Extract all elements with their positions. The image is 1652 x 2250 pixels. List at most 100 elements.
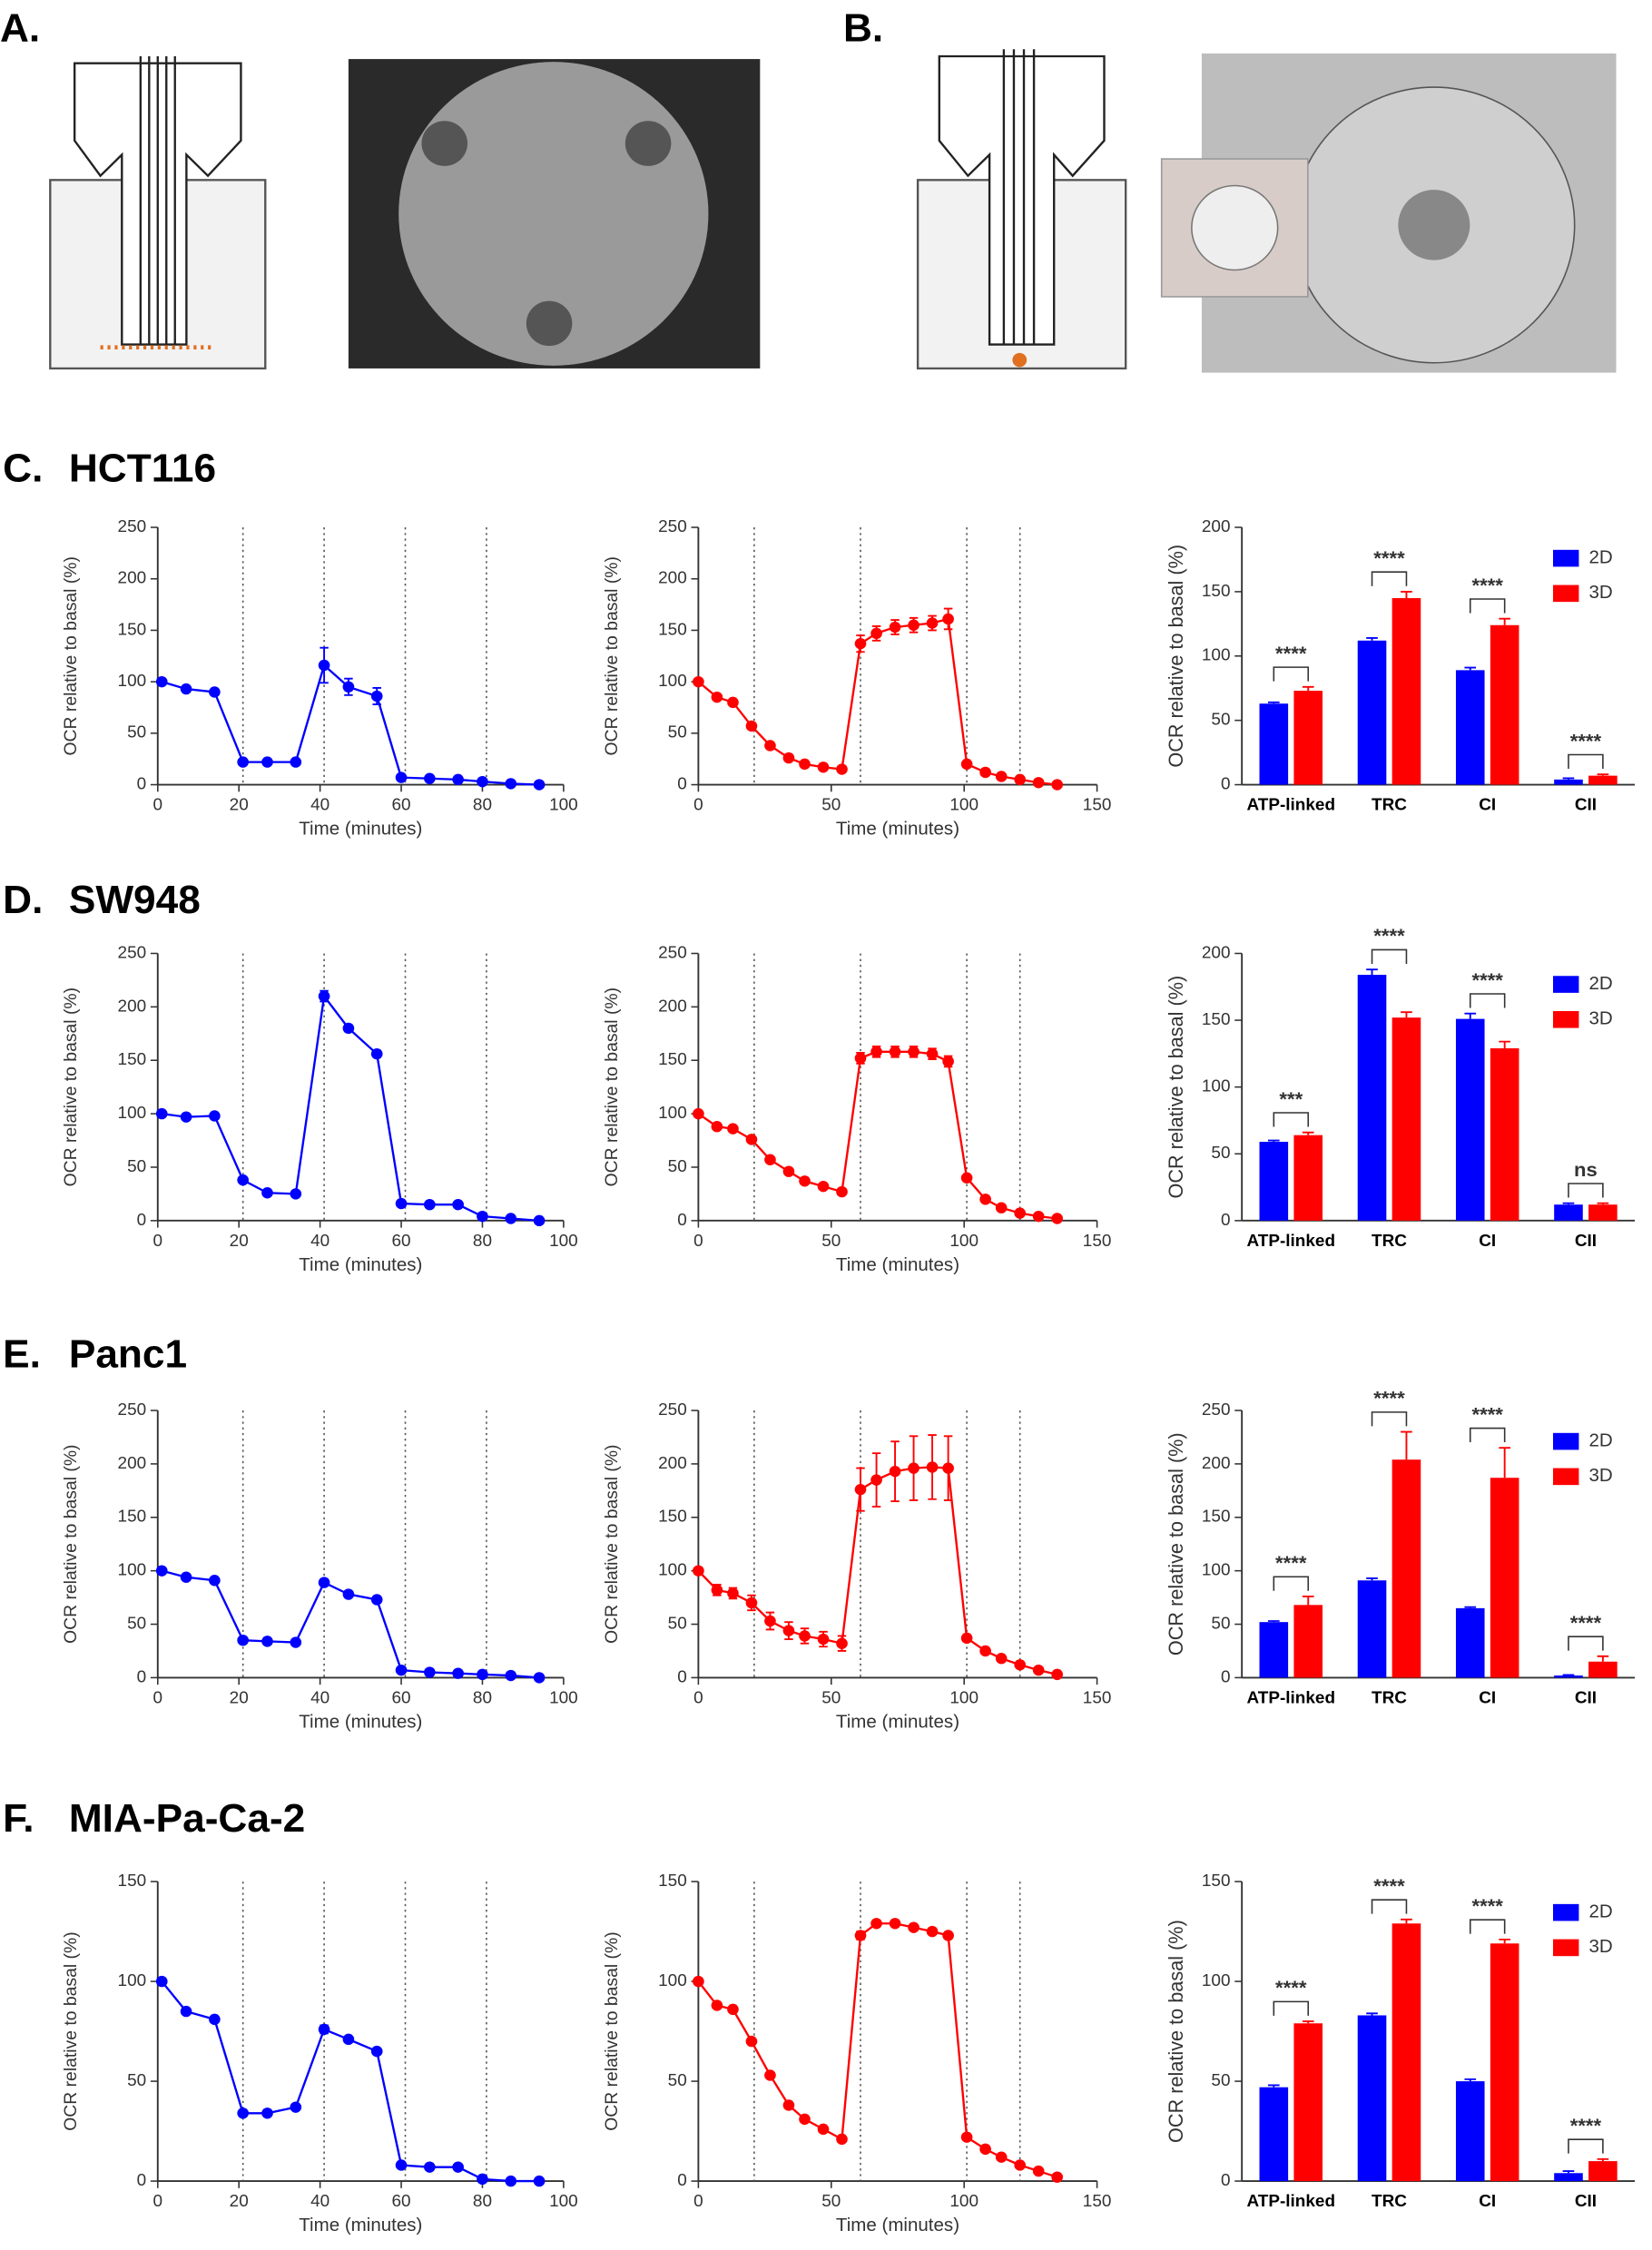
legend-swatch xyxy=(1552,549,1579,567)
significance-bracket xyxy=(1273,2000,1310,2016)
y-tick-label: 150 xyxy=(118,620,147,639)
data-point xyxy=(960,1172,973,1184)
x-tick-label: CI xyxy=(1479,1231,1496,1250)
bar xyxy=(1490,1047,1519,1221)
legend-label: 2D xyxy=(1588,1902,1612,1922)
y-tick-label: 0 xyxy=(137,2170,147,2189)
error-bar xyxy=(1597,1655,1609,1662)
data-point xyxy=(370,1594,383,1606)
y-axis-label: OCR relative to basal (%) xyxy=(61,1931,81,2130)
data-point xyxy=(799,1630,811,1642)
data-point xyxy=(342,1588,355,1600)
bar xyxy=(1490,624,1519,785)
data-point xyxy=(727,1123,739,1135)
x-tick-label: 100 xyxy=(549,1688,578,1707)
y-axis-label: OCR relative to basal (%) xyxy=(602,987,622,1186)
y-axis-label: OCR relative to basal (%) xyxy=(602,556,622,755)
x-tick-label: CII xyxy=(1575,795,1597,814)
data-point xyxy=(237,2108,249,2119)
x-tick-label: 50 xyxy=(821,1231,841,1250)
y-tick-label: 150 xyxy=(118,1507,147,1526)
y-axis-label: OCR relative to basal (%) xyxy=(61,556,81,755)
data-point xyxy=(209,1575,221,1587)
data-point xyxy=(908,1462,919,1474)
data-point xyxy=(960,758,973,771)
panel-title: SW948 xyxy=(69,879,201,923)
x-tick-label: 100 xyxy=(949,2191,978,2210)
data-point xyxy=(908,619,919,631)
x-tick-label: 60 xyxy=(392,1231,411,1250)
data-point xyxy=(817,2123,830,2136)
significance-bracket xyxy=(1371,948,1408,964)
data-point xyxy=(342,681,355,693)
y-tick-label: 200 xyxy=(658,996,687,1015)
data-point xyxy=(533,1214,546,1227)
x-tick-label: TRC xyxy=(1372,2191,1407,2210)
x-axis-label: Time (minutes) xyxy=(299,1255,422,1275)
error-bar xyxy=(1562,777,1575,780)
y-tick-label: 100 xyxy=(1202,645,1231,664)
y-tick-label: 100 xyxy=(118,671,147,690)
bar xyxy=(1588,2161,1618,2182)
error-bar xyxy=(1499,1938,1510,1944)
data-point xyxy=(727,1587,739,1599)
x-tick-label: 40 xyxy=(310,2191,329,2210)
x-tick-label: 40 xyxy=(310,795,329,814)
data-point xyxy=(942,613,954,625)
y-tick-label: 100 xyxy=(1202,1970,1231,1990)
y-tick-label: 250 xyxy=(658,943,687,962)
x-tick-label: 50 xyxy=(821,2191,841,2210)
error-bar xyxy=(1302,2020,1314,2024)
x-tick-label: 100 xyxy=(549,2191,578,2210)
data-point xyxy=(155,675,168,688)
y-axis-label: OCR relative to basal (%) xyxy=(61,1444,81,1643)
legend-swatch xyxy=(1552,976,1579,993)
y-tick-label: 100 xyxy=(658,1560,687,1579)
data-point xyxy=(180,1111,192,1123)
data-point xyxy=(799,1175,811,1187)
significance-label: **** xyxy=(1570,729,1602,752)
x-tick-label: 20 xyxy=(230,1231,249,1250)
error-bar xyxy=(1464,2078,1477,2082)
x-tick-label: TRC xyxy=(1372,1231,1407,1250)
x-tick-label: CI xyxy=(1479,1688,1496,1707)
data-point xyxy=(1014,773,1027,786)
x-tick-label: 100 xyxy=(549,795,578,814)
y-axis-label: OCR relative to basal (%) xyxy=(61,987,81,1186)
y-tick-label: 250 xyxy=(658,1400,687,1419)
data-point xyxy=(836,763,848,775)
x-tick-label: 20 xyxy=(230,1688,249,1707)
data-point xyxy=(960,1632,973,1645)
error-bar xyxy=(1401,1011,1412,1018)
data-point xyxy=(261,1187,273,1199)
x-tick-label: 0 xyxy=(153,2191,163,2210)
data-point xyxy=(870,1474,882,1486)
panel-title: MIA-Pa-Ca-2 xyxy=(69,1796,305,1841)
legend-label: 3D xyxy=(1588,583,1612,603)
significance-bracket xyxy=(1469,1919,1506,1934)
data-point xyxy=(995,1202,1008,1213)
data-point xyxy=(693,1565,704,1577)
error-bar xyxy=(1597,2157,1609,2162)
legend-label: 3D xyxy=(1588,1009,1612,1029)
data-point xyxy=(979,2143,991,2156)
data-point xyxy=(237,1634,249,1646)
x-axis-label: Time (minutes) xyxy=(836,1255,959,1275)
bar xyxy=(1357,2015,1387,2182)
bar xyxy=(1391,1017,1421,1221)
data-point xyxy=(452,2161,464,2173)
data-point xyxy=(505,1669,517,1682)
bar xyxy=(1259,703,1289,785)
data-point xyxy=(693,675,704,688)
y-tick-label: 0 xyxy=(677,1666,687,1685)
bar xyxy=(1490,1478,1519,1678)
bar xyxy=(1391,597,1421,785)
significance-label: **** xyxy=(1472,574,1504,596)
data-point xyxy=(942,1462,954,1474)
data-point xyxy=(1051,1213,1063,1224)
data-point xyxy=(477,1210,488,1223)
x-tick-label: 150 xyxy=(1083,1688,1112,1707)
x-tick-label: ATP-linked xyxy=(1246,1688,1335,1707)
y-tick-label: 50 xyxy=(127,2070,146,2089)
